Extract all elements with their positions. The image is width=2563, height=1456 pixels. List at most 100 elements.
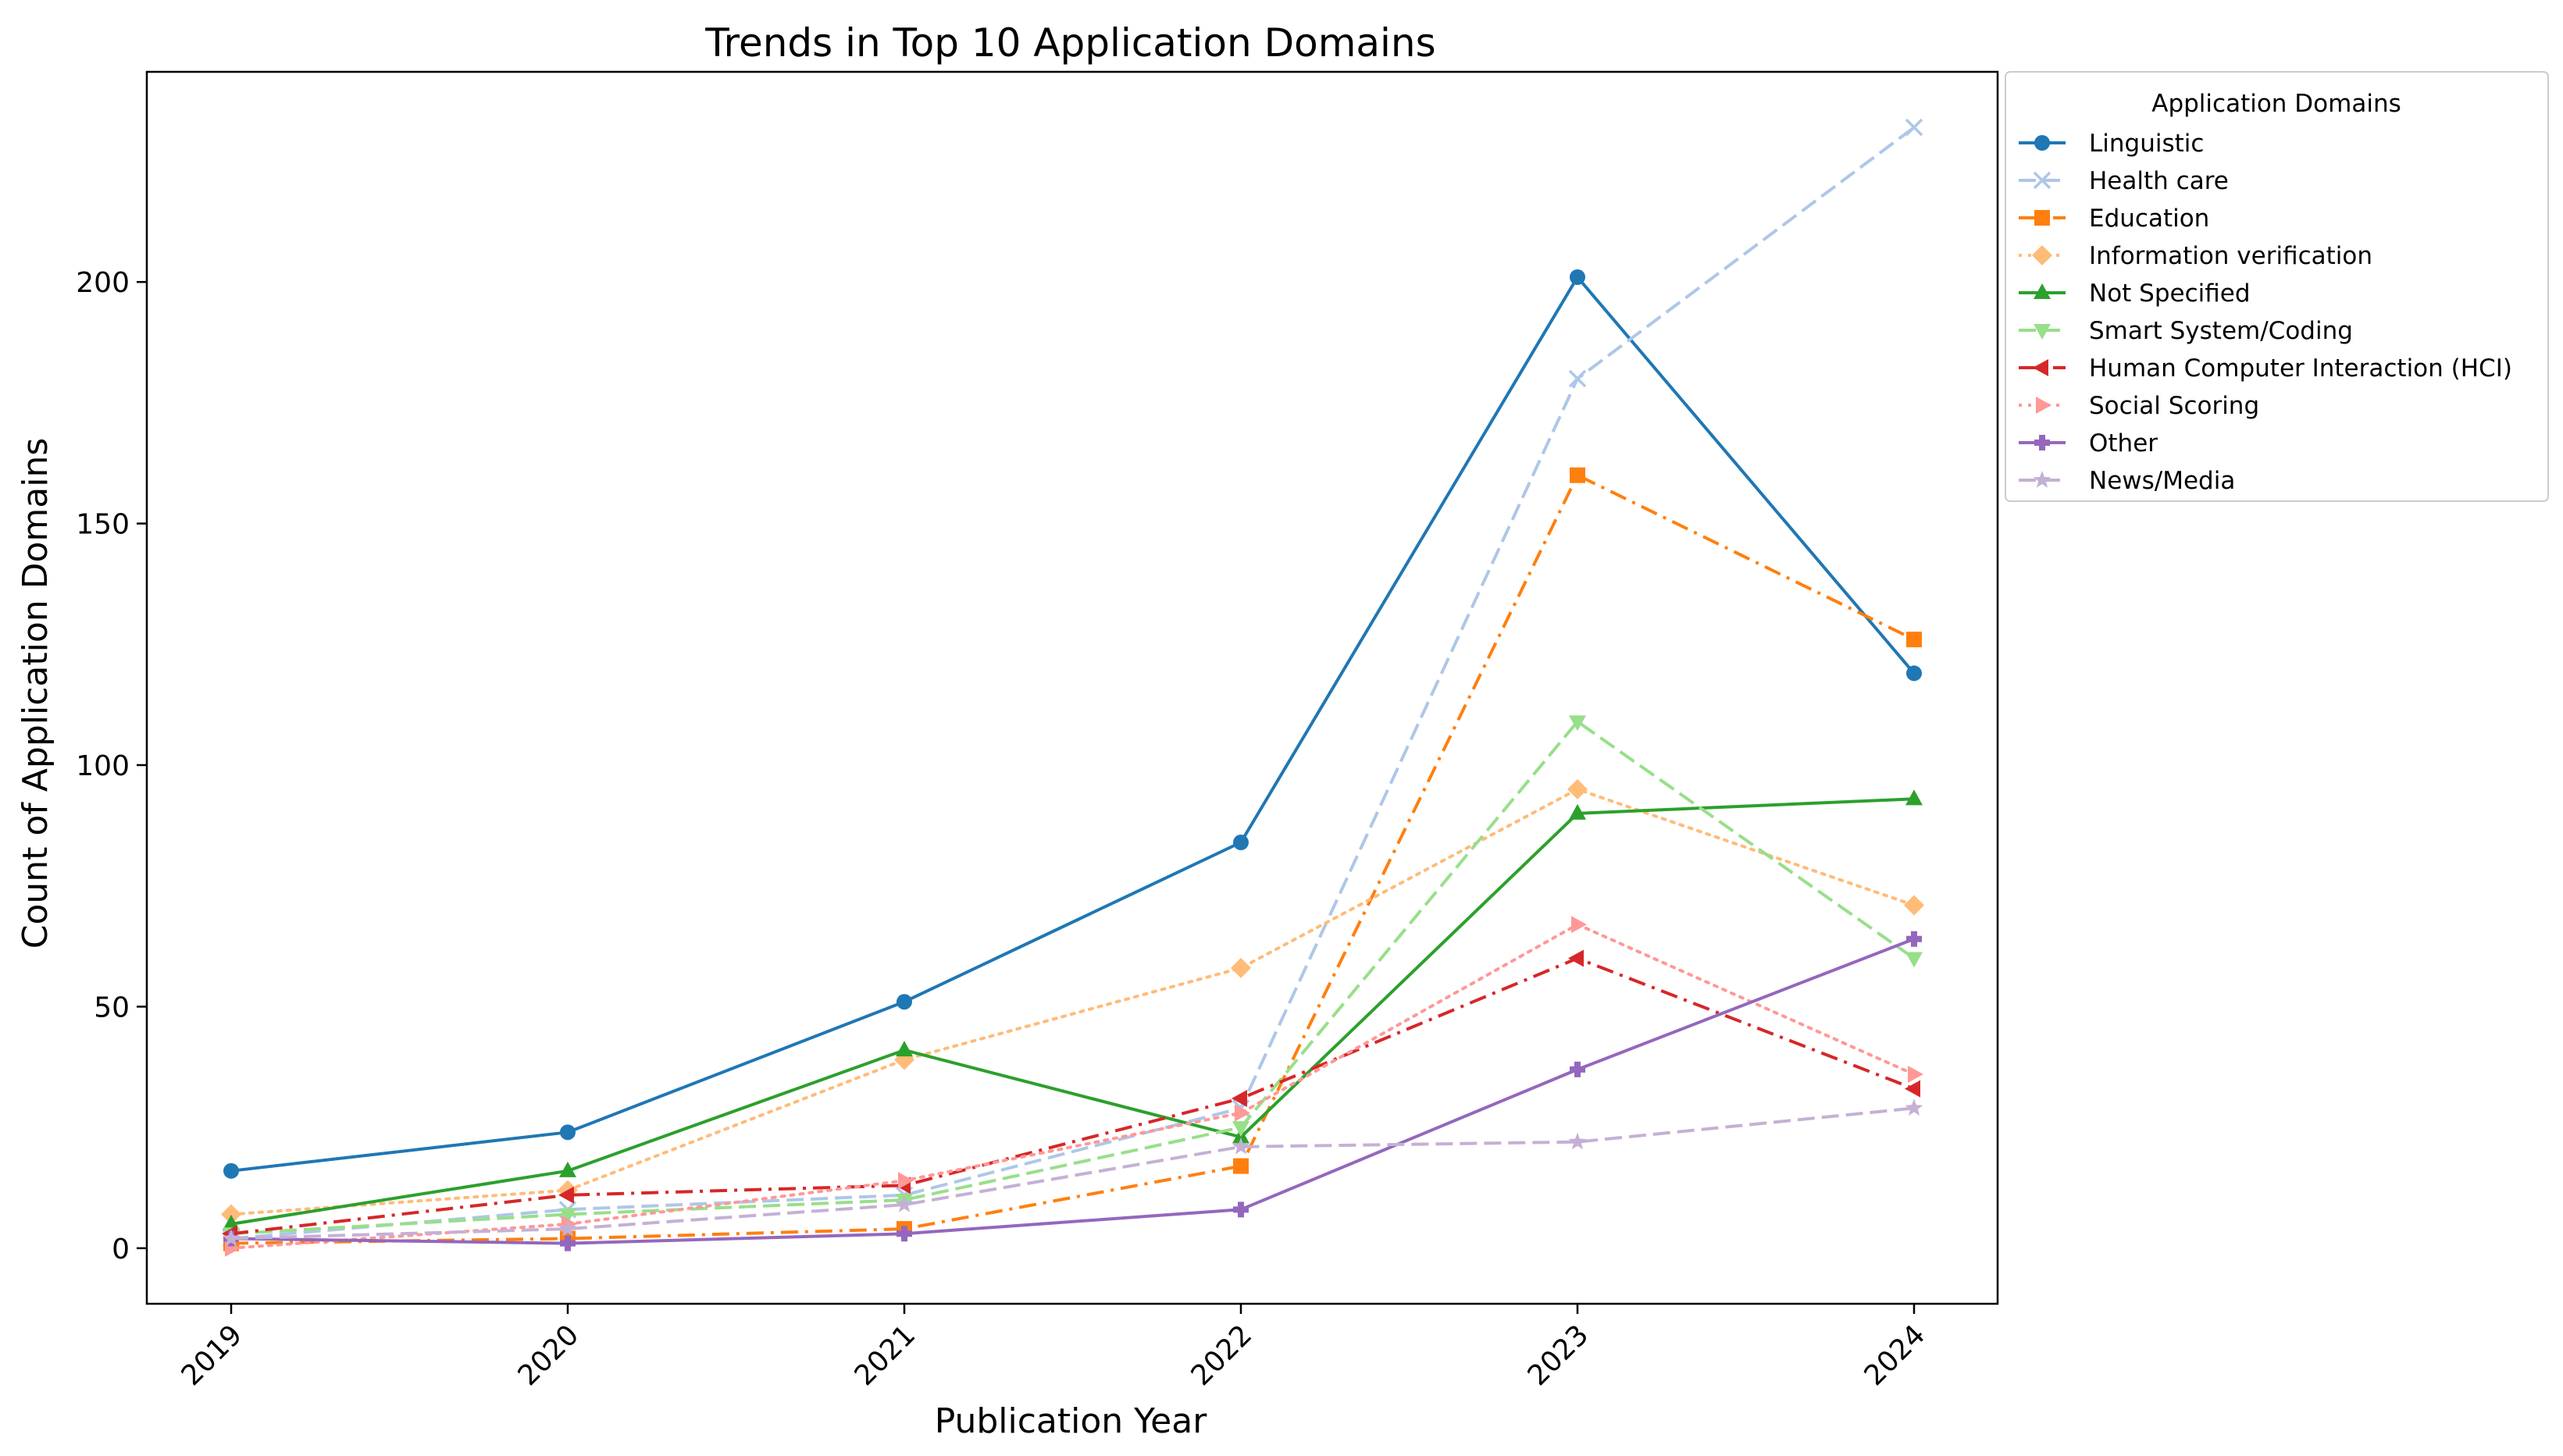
data-point (1905, 1098, 1923, 1116)
data-point (1568, 369, 1587, 388)
legend-label: Smart System/Coding (2089, 317, 2353, 345)
legend-item: Other (2019, 429, 2158, 457)
legend-label: Information verification (2089, 242, 2372, 270)
x-tick-label: 2024 (1859, 1319, 1932, 1392)
series-line (230, 126, 1916, 1241)
data-point (1569, 715, 1586, 732)
data-point (1232, 1121, 1249, 1137)
legend-item: Information verification (2019, 242, 2372, 270)
legend-marker (2034, 435, 2050, 450)
series-line (230, 276, 1916, 1173)
x-tick-label: 2022 (1185, 1319, 1259, 1392)
data-point (1906, 632, 1922, 648)
data-point (1906, 665, 1922, 682)
y-tick-label: 150 (76, 509, 130, 541)
series-9 (222, 1098, 1923, 1247)
x-tick-label: 2020 (512, 1319, 586, 1392)
series-0 (223, 269, 1922, 1179)
data-point (1232, 1137, 1250, 1155)
series-6 (222, 949, 1920, 1243)
data-point (1570, 467, 1585, 483)
data-point (560, 1124, 576, 1141)
legend-item: Smart System/Coding (2019, 317, 2353, 345)
series-line (230, 473, 1915, 1245)
data-point (558, 1219, 577, 1237)
x-tick-label: 2023 (1522, 1319, 1595, 1392)
y-tick-label: 50 (94, 991, 130, 1023)
legend-item: News/Media (2019, 467, 2235, 495)
data-point (895, 1195, 914, 1212)
legend-marker (2034, 324, 2051, 340)
data-point (1233, 1201, 1249, 1218)
legend-item: Human Computer Interaction (HCI) (2019, 354, 2512, 383)
data-point (1570, 269, 1585, 285)
legend-label: Human Computer Interaction (HCI) (2089, 354, 2512, 383)
data-point (1570, 1061, 1585, 1077)
legend-marker (2034, 135, 2050, 151)
legend-marker (2032, 245, 2052, 265)
plot-frame (145, 70, 1999, 1305)
data-point (560, 1235, 576, 1251)
x-tick-label: 2021 (849, 1319, 922, 1392)
data-point (223, 1162, 239, 1179)
y-axis-label: Count of Application Domains (16, 438, 55, 949)
data-point (222, 1229, 241, 1247)
data-point (1906, 931, 1922, 947)
data-point (558, 1186, 574, 1204)
series-5 (223, 715, 1923, 1244)
data-point (896, 1041, 913, 1057)
series-4 (223, 789, 1923, 1230)
legend-item: Health care (2019, 167, 2229, 195)
legend: Application Domains Linguistic Health car… (2005, 71, 2549, 502)
axes: 0 50 100 150 200 2019 2020 2021 2022 2023 2024 (76, 70, 1999, 1392)
data-point (897, 994, 912, 1010)
legend-label: Not Specified (2089, 279, 2251, 308)
series-line (230, 1106, 1915, 1241)
data-point (559, 1208, 576, 1224)
data-point (1568, 949, 1584, 967)
data-point (1232, 1090, 1247, 1107)
data-point (1905, 789, 1923, 806)
y-tick-label: 100 (76, 750, 130, 782)
series-line (230, 788, 1916, 1216)
data-point (1569, 803, 1586, 820)
data-point (1233, 1158, 1249, 1174)
series-1 (222, 118, 1923, 1248)
data-point (1235, 1104, 1250, 1122)
data-point (1905, 118, 1923, 137)
series-line (230, 923, 1916, 1250)
series-line (230, 720, 1916, 1236)
legend-frame (2005, 71, 2549, 502)
data-point (221, 1204, 241, 1225)
x-axis-label: Publication Year (935, 1401, 1208, 1441)
x-tick-label: 2019 (176, 1319, 249, 1392)
data-point (1231, 957, 1251, 978)
data-point (1233, 835, 1249, 851)
series-8 (223, 931, 1922, 1251)
legend-marker (2033, 471, 2051, 488)
data-point (559, 1161, 576, 1177)
legend-item: Linguistic (2019, 130, 2204, 158)
legend-item: Social Scoring (2019, 392, 2259, 420)
y-tick-label: 200 (76, 267, 130, 299)
data-point (1908, 1066, 1923, 1084)
legend-item: Education (2019, 205, 2209, 233)
legend-label: Other (2089, 429, 2158, 457)
legend-marker (2034, 283, 2051, 299)
series-line (230, 937, 1915, 1245)
legend-item: Not Specified (2019, 279, 2251, 308)
legend-marker (2033, 171, 2051, 190)
data-point (1905, 1080, 1920, 1098)
data-point (1571, 916, 1587, 934)
data-point (898, 1172, 914, 1190)
series-group (221, 118, 1924, 1257)
series-line (230, 956, 1915, 1236)
legend-label: Health care (2089, 167, 2229, 195)
legend-label: Linguistic (2089, 130, 2204, 158)
legend-marker (2036, 397, 2051, 414)
legend-marker (2033, 359, 2048, 376)
data-point (897, 1226, 912, 1242)
chart-title: Trends in Top 10 Application Domains (704, 20, 1435, 66)
series-line (230, 797, 1915, 1226)
legend-label: Social Scoring (2089, 392, 2259, 420)
